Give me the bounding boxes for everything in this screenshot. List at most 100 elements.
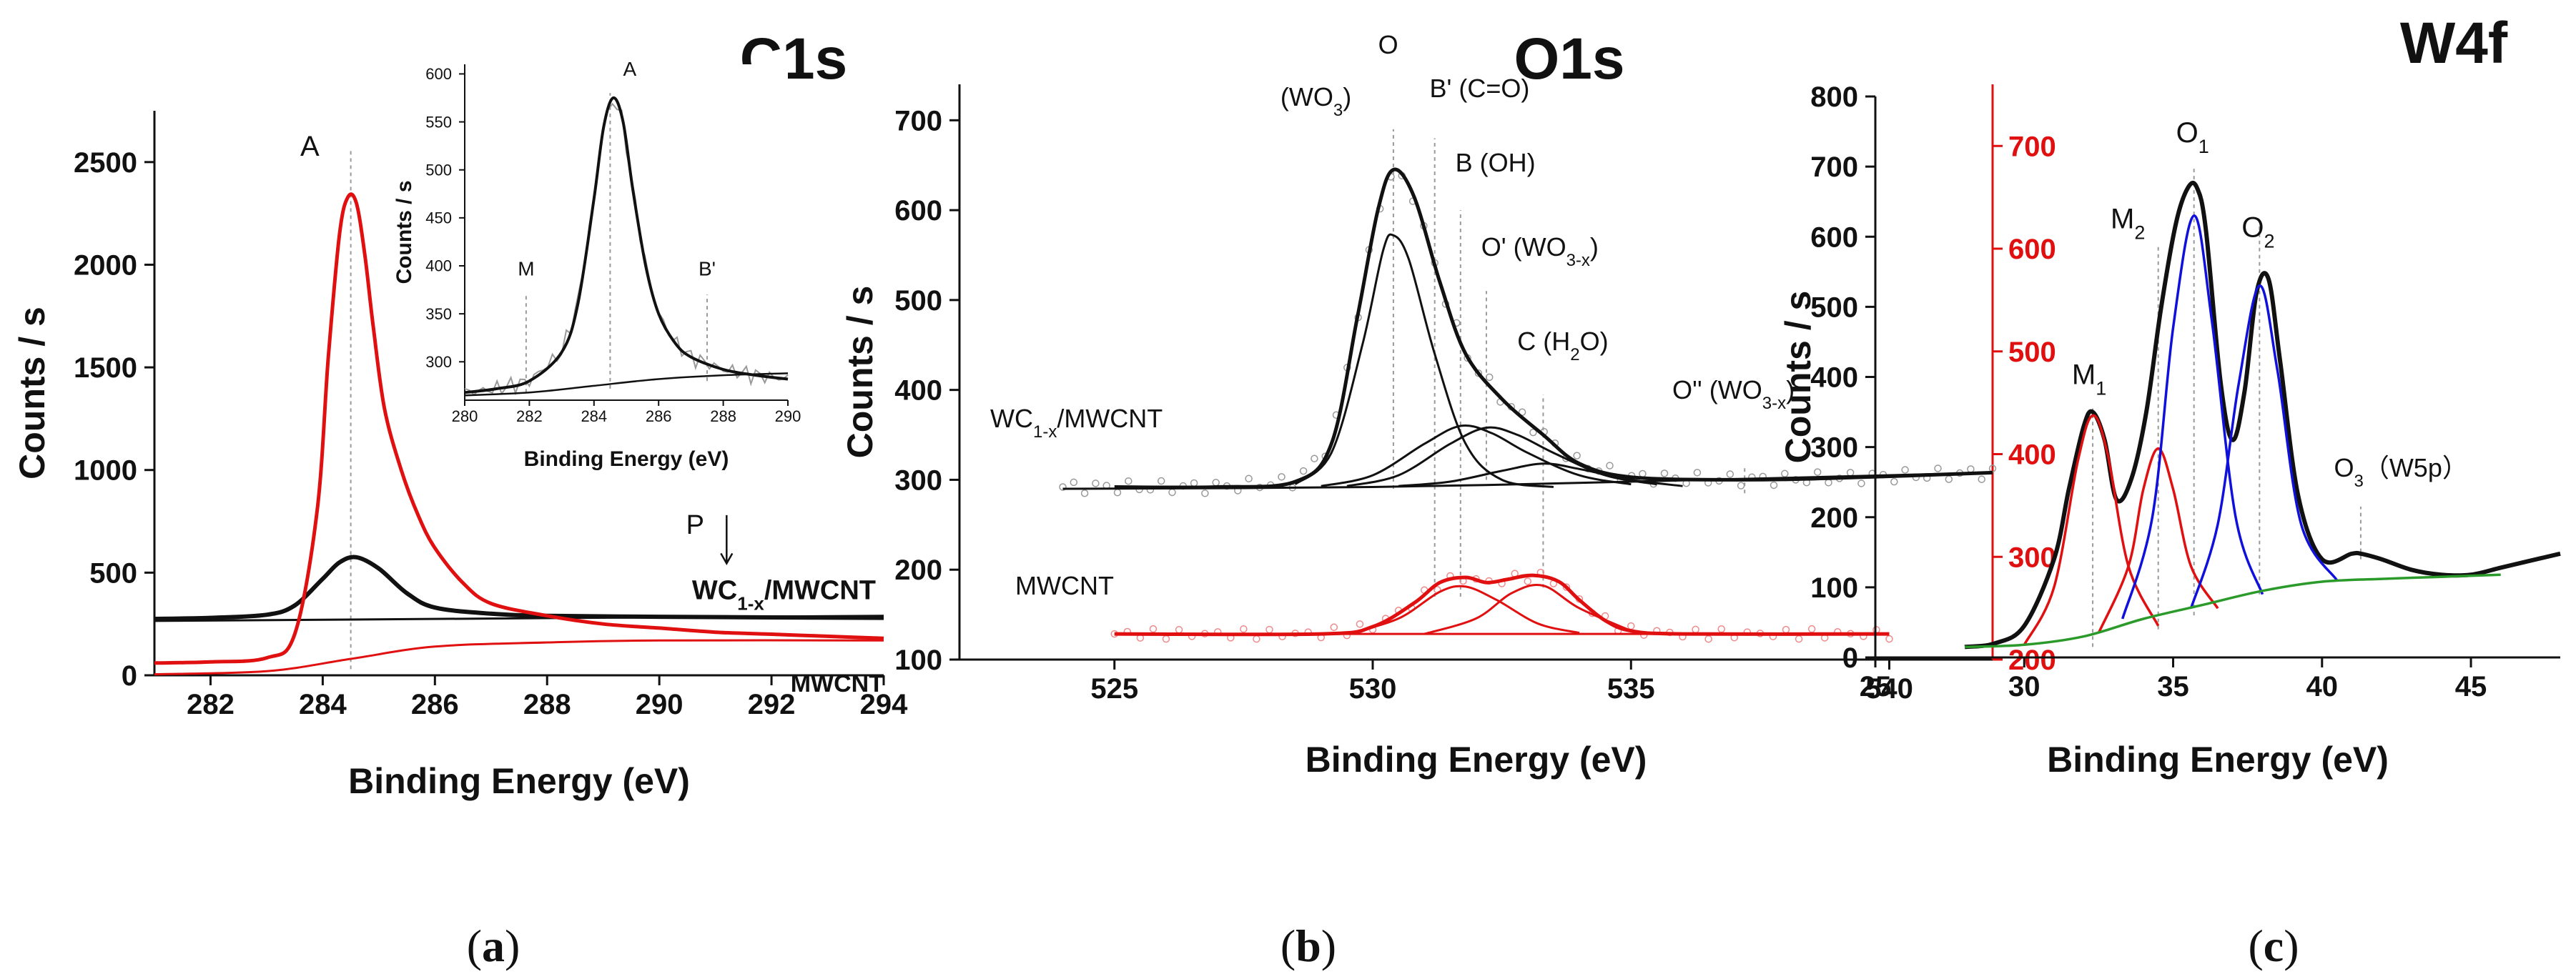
b-y-tick-label: 100 (894, 645, 942, 676)
a-inset-bg (465, 64, 788, 400)
b-data-point (1770, 481, 1778, 490)
a-inset-x-tick-label: 286 (646, 407, 672, 425)
b-label-c-sub: 2 (1570, 345, 1579, 364)
c-y-axis-label: Counts / s (1778, 291, 1818, 464)
b-data-point (1311, 454, 1318, 462)
b-y-tick-label-right: 200 (2008, 645, 2056, 676)
b-data-point (1813, 468, 1822, 476)
b-label-mwcnt: MWCNT (1015, 571, 1114, 600)
b-label-o-dprime: O'' (WO3-x) (1672, 375, 1795, 413)
b-red-data-point (1795, 635, 1803, 643)
a-label-composite-main: WC (692, 576, 737, 606)
a-inset-label-B: B' (699, 257, 716, 279)
a-x-axis-label: Binding Energy (eV) (348, 761, 690, 801)
b-data-point (1168, 488, 1176, 497)
c-y-tick-label: 400 (1810, 362, 1858, 394)
b-red-data-point (1717, 625, 1725, 633)
b-y-tick-label-right: 600 (2008, 234, 2056, 265)
a-y-tick-label: 2000 (74, 249, 137, 281)
b-label-O: O (1378, 30, 1398, 59)
panel-c-w4f: 25 30 35 40 450100200300400500600700800Bindi… (1778, 11, 2561, 780)
b-data-point (1606, 462, 1614, 469)
a-label-composite-sub: 1-x (737, 593, 764, 615)
c-label-O2: O2 (2241, 212, 2274, 252)
c-label-M2-main: M (2111, 203, 2134, 234)
panel-b-o1s: 525 530 535 5401002003004005006007002003004… (840, 26, 2056, 780)
c-x-tick-label: 45 (2455, 671, 2487, 702)
b-series-line-4 (1398, 462, 1683, 487)
b-red-data-point (1692, 625, 1699, 634)
c-label-M1: M1 (2072, 359, 2106, 399)
c-y-tick-label: 700 (1810, 151, 1858, 183)
b-data-point (1978, 475, 1985, 483)
c-y-tick-label: 100 (1810, 572, 1858, 604)
a-y-tick-label: 500 (89, 557, 137, 589)
b-red-data-point (1704, 635, 1712, 643)
a-label-mwcnt: MWCNT (791, 670, 884, 697)
a-inset-x-axis-label: Binding Energy (eV) (524, 447, 729, 471)
c-x-tick-label: 35 (2157, 671, 2189, 702)
a-y-tick-label: 1000 (74, 455, 137, 487)
b-series-line-7 (1346, 585, 1580, 635)
c-series-line-5 (1964, 573, 2501, 649)
a-label-composite: WC1-x/MWCNT (692, 576, 876, 615)
a-y-tick-label: 2500 (74, 147, 137, 179)
b-red-data-point (1885, 635, 1893, 643)
b-data-point (1092, 479, 1100, 487)
b-y-tick-label-right: 300 (2008, 542, 2056, 573)
a-x-tick-label: 294 (860, 689, 908, 720)
b-label-c-main: C (H (1517, 327, 1570, 356)
panel-a-c1s: 282 284 286 288 290 292 294 0 500 1000 1500 2000 250… (12, 26, 908, 801)
b-label-composite: WC1-x/MWCNT (990, 404, 1163, 442)
c-label-M1-main: M (2072, 359, 2096, 390)
b-label-o-prime: O' (WO3-x) (1481, 232, 1599, 270)
a-inset-x-tick-label: 288 (710, 407, 736, 425)
b-x-tick-label: 530 (1349, 673, 1397, 705)
b-data-point (1245, 474, 1253, 483)
c-y-tick-label: 200 (1810, 502, 1858, 534)
b-label-composite-rest: /MWCNT (1057, 404, 1163, 433)
b-label-c-rest: O) (1580, 327, 1609, 356)
b-red-data-point (1265, 625, 1273, 634)
b-red-data-point (1562, 583, 1571, 591)
c-y-tick-label: 500 (1810, 292, 1858, 323)
b-y-tick-label: 300 (894, 464, 942, 496)
b-data-point (1529, 428, 1537, 437)
b-data-point (1737, 482, 1745, 490)
b-red-data-point (1782, 625, 1790, 634)
a-x-tick-label: 290 (636, 689, 684, 720)
b-data-point (1190, 479, 1198, 487)
b-label-wo3-rest: ) (1343, 82, 1351, 111)
b-series-line-2 (1321, 424, 1632, 487)
caption-c: (c) (2248, 920, 2299, 971)
b-data-point (1157, 477, 1165, 485)
c-x-tick-label: 30 (2008, 671, 2040, 702)
a-inset-y-tick-label: 550 (425, 113, 452, 131)
b-label-wo3-main: (WO (1280, 82, 1333, 111)
b-data-point (1857, 479, 1865, 487)
b-red-data-point (1240, 625, 1248, 633)
a-y-tick-label: 0 (122, 660, 137, 692)
b-data-point (1278, 473, 1285, 481)
b-data-point (1573, 452, 1581, 459)
b-label-o-prime-rest: ) (1590, 232, 1599, 262)
a-x-tick-label: 282 (187, 689, 235, 720)
b-y-tick-label: 600 (894, 195, 942, 227)
a-inset-series-line-0 (464, 96, 789, 394)
a-x-tick-label: 288 (523, 689, 571, 720)
b-data-point (1967, 465, 1975, 473)
b-y-tick-label-right: 700 (2008, 131, 2056, 162)
c-label-O3-rest: （W5p） (2364, 453, 2468, 482)
b-label-o-prime-sub: 3-x (1566, 251, 1590, 270)
b-y-tick-label-right: 400 (2008, 439, 2056, 471)
a-inset-x-tick-label: 280 (452, 407, 478, 425)
b-data-point (1485, 373, 1494, 382)
c-label-O1: O1 (2176, 117, 2209, 157)
b-data-point (1059, 483, 1067, 491)
b-label-o-prime-main: O' (WO (1481, 232, 1566, 262)
b-x-tick-label: 540 (1865, 673, 1913, 705)
a-inset-x-tick-label: 282 (516, 407, 543, 425)
b-data-point (1901, 466, 1909, 474)
b-y-tick-label: 700 (894, 105, 942, 136)
